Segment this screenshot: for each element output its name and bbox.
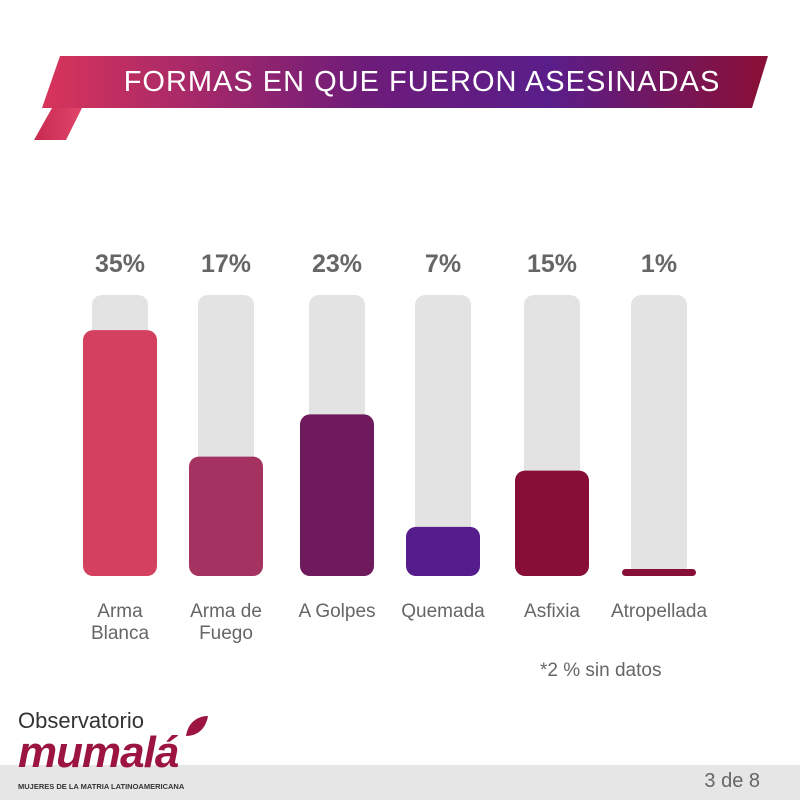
logo: Observatorio mumalá MUJERES DE LA MATRIA…: [18, 708, 208, 798]
bar-track: [415, 295, 471, 576]
value-label: 23%: [312, 250, 362, 278]
banner-ribbon: [42, 56, 768, 108]
banner-ribbon-tail: [34, 108, 82, 140]
category-label: Arma de Fuego: [190, 601, 262, 644]
logo-top-text: Observatorio: [18, 708, 144, 733]
bar: [406, 526, 480, 576]
bar: [300, 414, 374, 576]
bar-chart: 35% Arma Blanca 17% Arma de Fuego 23% A Golpes 7…: [83, 250, 708, 644]
page-number: 3 de 8: [704, 770, 760, 792]
footer-bar: 3 de 8: [0, 765, 800, 800]
category-label: A Golpes: [298, 601, 375, 622]
value-label: 17%: [201, 250, 251, 278]
bar-track: [631, 295, 687, 576]
value-label: 1%: [641, 250, 677, 278]
chart-title: FORMAS EN QUE FUERON ASESINADAS: [123, 66, 721, 98]
bar: [83, 330, 157, 576]
bar: [622, 568, 696, 576]
logo-sub-text: MUJERES DE LA MATRIA LATINOAMERICANA: [18, 782, 185, 791]
value-label: 7%: [425, 250, 461, 278]
value-label: 35%: [95, 250, 145, 278]
category-label: Atropellada: [611, 601, 708, 622]
category-label: Asfixia: [524, 601, 580, 622]
logo-main-text: mumalá: [18, 728, 179, 777]
value-label: 15%: [527, 250, 577, 278]
category-label: Arma Blanca: [91, 601, 150, 644]
logo-leaf-icon: [186, 716, 208, 736]
footnote: *2 % sin datos: [540, 660, 662, 681]
category-label: Quemada: [401, 601, 485, 622]
bar: [189, 456, 263, 576]
title-banner: [34, 56, 768, 140]
bar: [515, 470, 589, 576]
